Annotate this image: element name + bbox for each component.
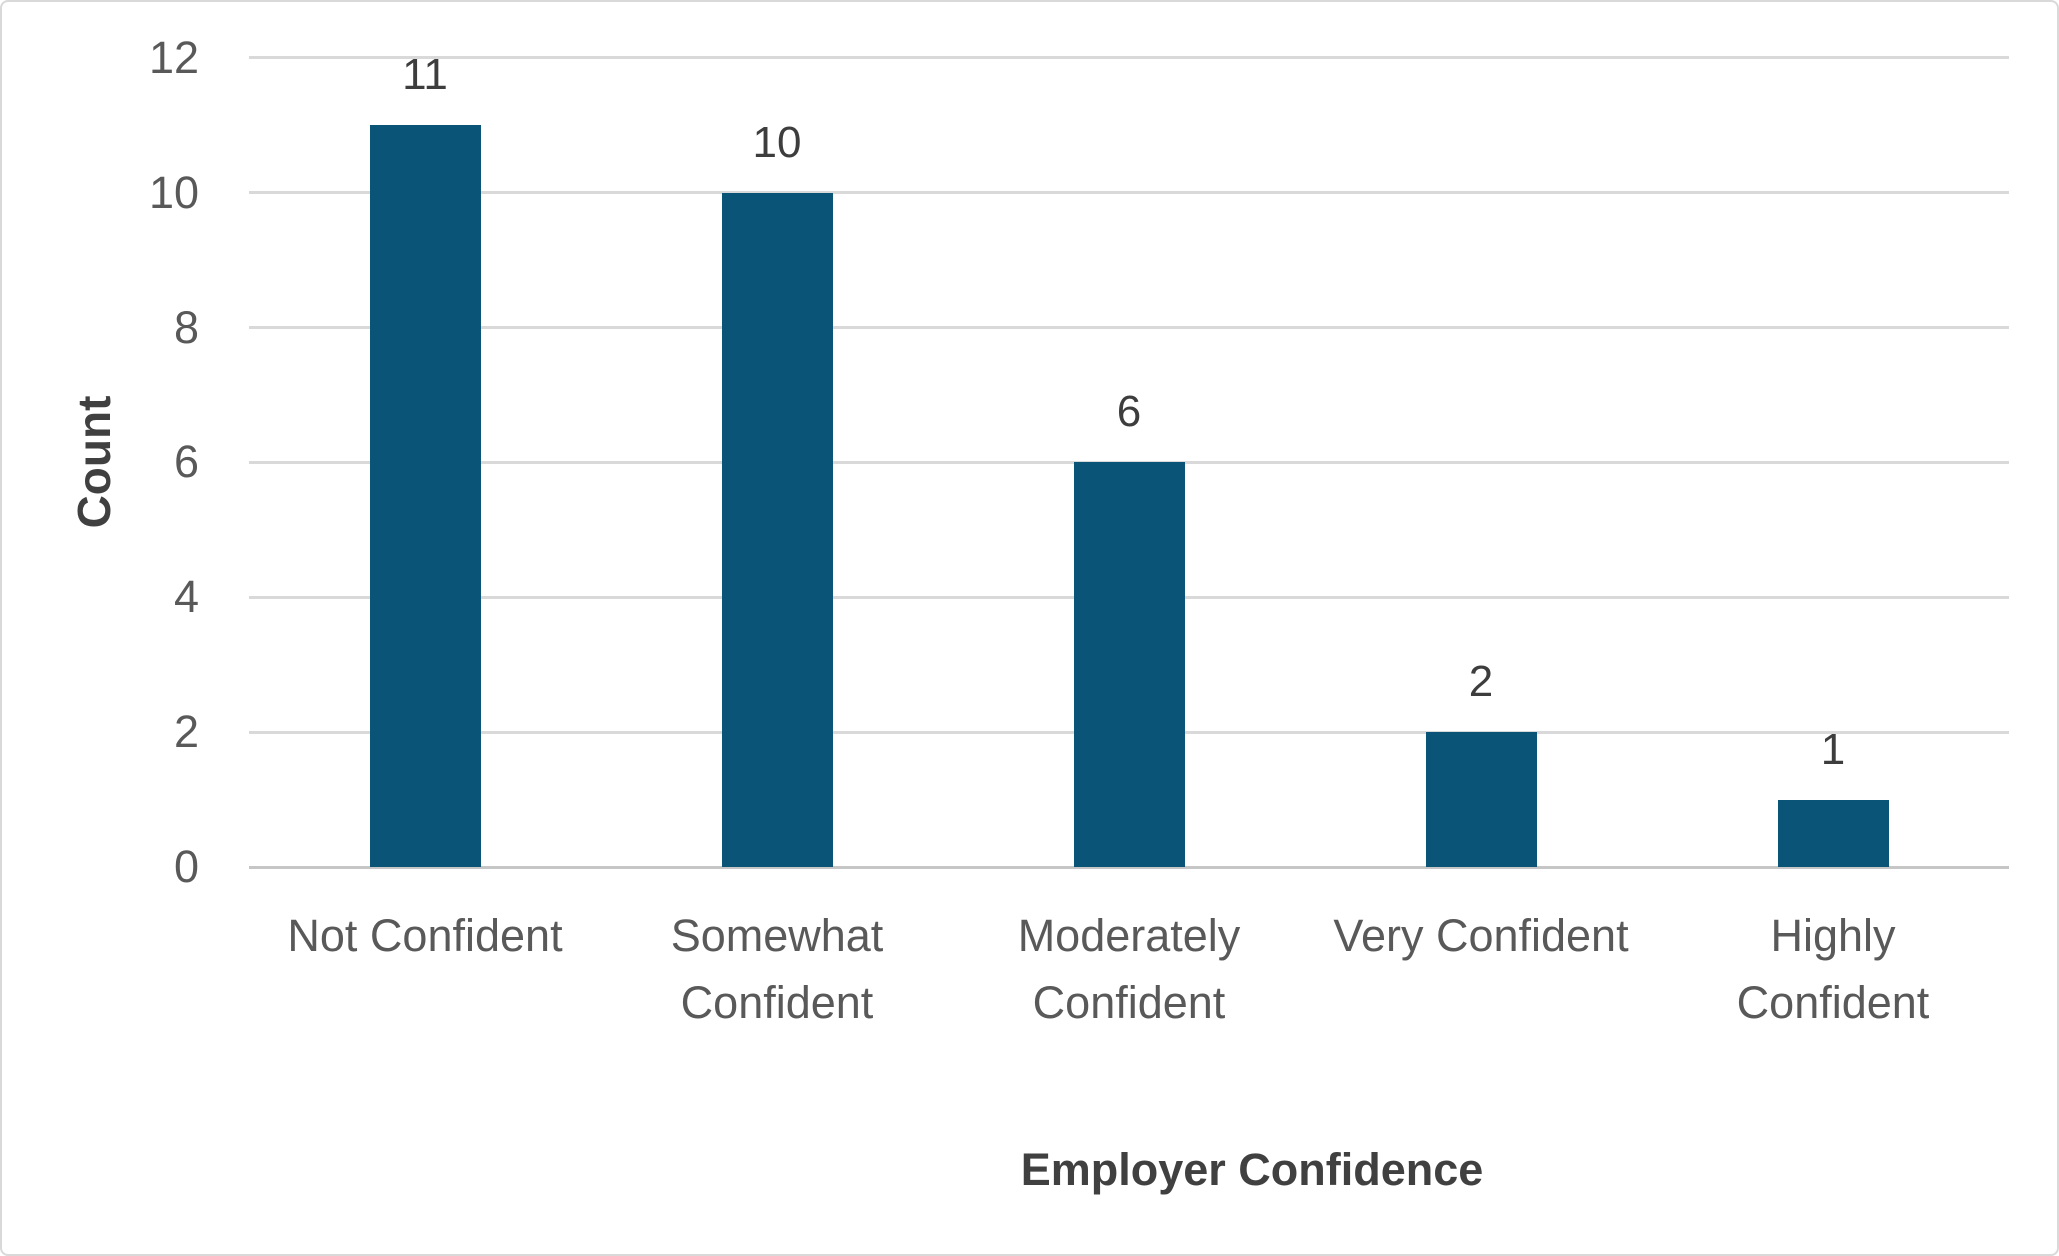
x-category-label-line: Highly (1770, 910, 1896, 961)
x-category-label-line: Confident (1032, 977, 1226, 1028)
gridline (249, 56, 2009, 60)
x-category-label-line: Somewhat (670, 910, 884, 961)
data-label: 1 (1820, 724, 1846, 774)
x-category-label: Somewhat Confident (601, 902, 953, 1036)
x-category-label-line: Confident (680, 977, 874, 1028)
data-label: 2 (1468, 657, 1494, 707)
gridline (249, 326, 2009, 330)
x-category-label-line: Confident (1736, 977, 1930, 1028)
x-axis-line (249, 865, 2009, 869)
bar-moderately-confident (1073, 462, 1185, 867)
x-category-label-line: Very Confident (1333, 910, 1629, 961)
data-label: 11 (402, 50, 448, 100)
x-category-label: Highly Confident (1657, 902, 2009, 1036)
bar-very-confident (1425, 732, 1537, 867)
bar-somewhat-confident (721, 192, 833, 867)
y-tick-label: 8 (173, 301, 199, 353)
data-label: 10 (752, 117, 802, 167)
x-category-label: Moderately Confident (953, 902, 1305, 1036)
x-category-label: Very Confident (1305, 902, 1657, 969)
bar-not-confident (369, 125, 481, 867)
y-tick-label: 10 (148, 166, 199, 218)
y-tick-label: 6 (173, 436, 199, 488)
x-category-label-line: Not Confident (287, 910, 563, 961)
y-tick-label: 4 (173, 571, 199, 623)
y-tick-label: 2 (173, 706, 199, 758)
y-tick-label: 12 (148, 31, 199, 83)
data-label: 6 (1116, 387, 1142, 437)
gridline (249, 191, 2009, 195)
bar-highly-confident (1777, 799, 1889, 867)
x-category-label: Not Confident (249, 902, 601, 969)
x-axis-title: Employer Confidence (1020, 1144, 1484, 1195)
y-tick-label: 0 (173, 841, 199, 892)
x-category-label-line: Moderately (1017, 910, 1241, 961)
